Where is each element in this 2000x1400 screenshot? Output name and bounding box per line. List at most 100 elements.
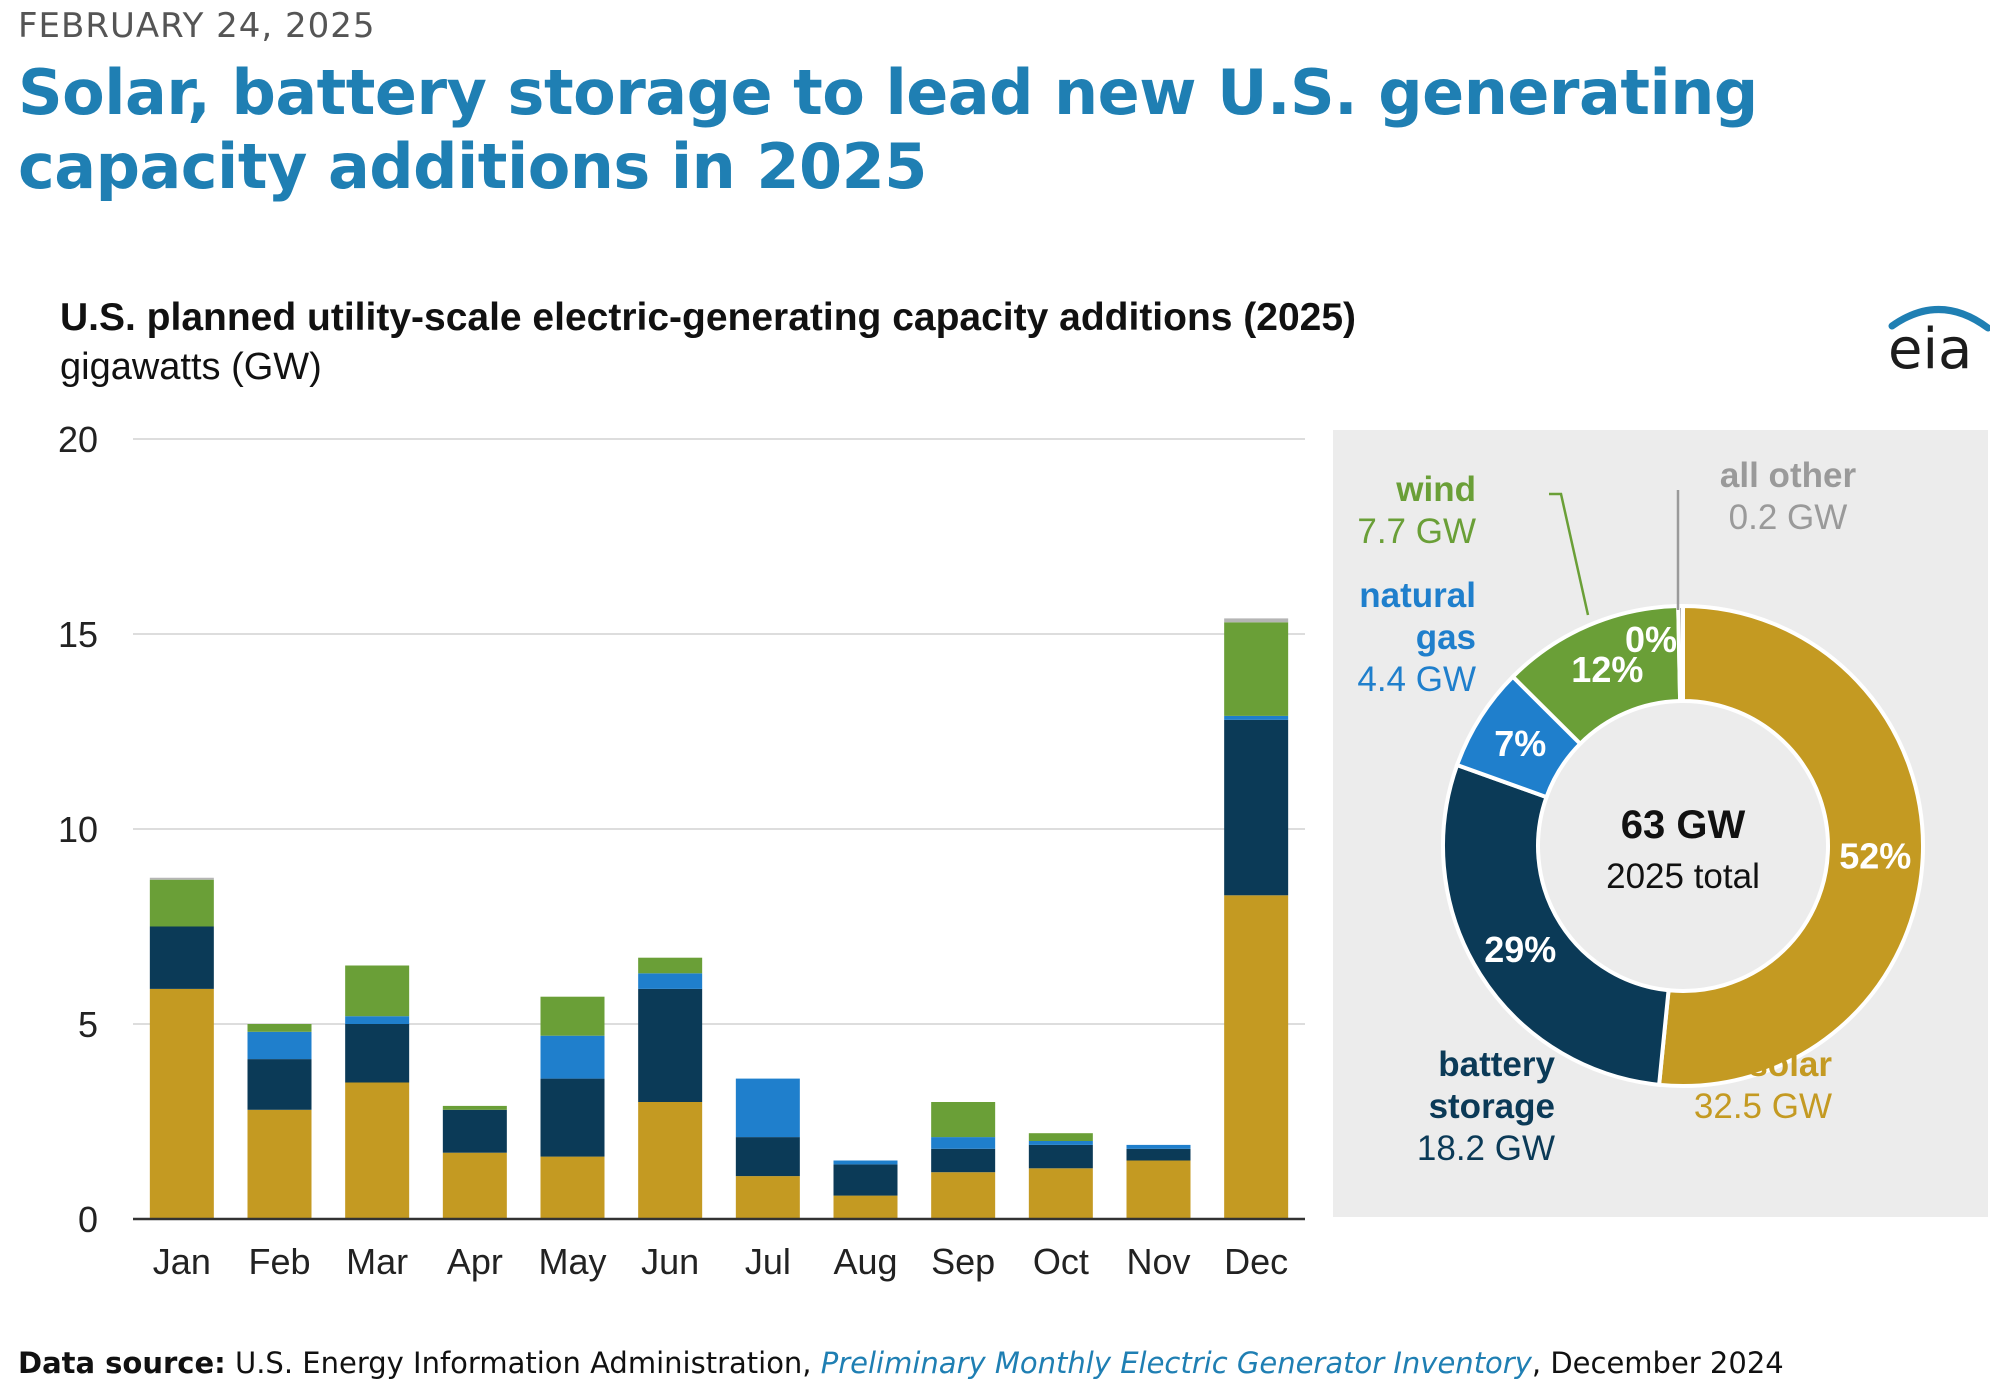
y-tick-label: 15 (58, 614, 98, 655)
bar-segment-natural-gas (931, 1137, 996, 1149)
data-source-link[interactable]: Preliminary Monthly Electric Generator I… (820, 1346, 1532, 1380)
slice-name-line: battery (1438, 1045, 1555, 1084)
stacked-bar-chart: 0 5 10 15 20 Jan Feb Mar Apr May Jun Jul Aug Sep Oct No… (58, 419, 1305, 1282)
bar-segment-wind (638, 957, 703, 974)
bar-segment-wind (1224, 622, 1289, 716)
bar-segment-wind (1028, 1133, 1093, 1141)
bar-segment-wind (442, 1105, 507, 1110)
slice-name-line: gas (1416, 618, 1476, 657)
donut-outer-label-wind: wind 7.7 GW (1357, 470, 1476, 551)
bar-segment-solar (1224, 895, 1289, 1219)
bar-segment-solar (638, 1102, 703, 1219)
donut-outer-label-solar: solar 32.5 GW (1694, 1045, 1832, 1126)
slice-value: 0.2 GW (1729, 498, 1848, 537)
y-tick-label: 5 (78, 1004, 98, 1045)
slice-name-line: all other (1720, 456, 1857, 495)
x-tick-label: Dec (1224, 1241, 1288, 1282)
y-tick-label: 20 (58, 419, 98, 460)
bar-segment-natural-gas (735, 1078, 800, 1138)
x-tick-label: Jun (641, 1241, 699, 1282)
donut-percent-label: 29% (1484, 929, 1556, 970)
y-tick-label: 0 (78, 1199, 98, 1240)
bar-segment-solar (540, 1156, 605, 1219)
bar-segment-natural-gas (1224, 715, 1289, 720)
bar-segment-solar (149, 988, 214, 1219)
donut-center-value: 63 GW (1621, 803, 1746, 847)
donut-outer-label-all-other: all other 0.2 GW (1720, 456, 1857, 537)
bar-segment-natural-gas (638, 973, 703, 989)
y-axis-unit: gigawatts (GW) (60, 346, 322, 388)
bar-segment-all-other (149, 877, 214, 880)
x-tick-label: May (538, 1241, 606, 1282)
bar-segment-battery-storage (1224, 719, 1289, 896)
bar-segment-solar (1126, 1160, 1191, 1219)
donut-panel: 52% 29% 7% 12% 0% 63 GW 2025 total solar 32.5 GW… (1333, 430, 1988, 1217)
bar-segment-battery-storage (345, 1024, 410, 1083)
page-headline: Solar, battery storage to lead new U.S. … (18, 56, 1758, 203)
bar-segment-wind (931, 1102, 996, 1138)
bar-segment-solar (442, 1152, 507, 1219)
donut-slice-battery-storage (1441, 762, 1671, 1087)
bar-segment-battery-storage (442, 1109, 507, 1153)
bar-segment-natural-gas (1028, 1141, 1093, 1145)
donut-outer-label-natural-gas: natural gas 4.4 GW (1357, 576, 1476, 699)
donut-slice-solar (1656, 603, 1925, 1088)
donut-percent-label: 52% (1839, 836, 1911, 877)
slice-name-line: solar (1748, 1045, 1832, 1084)
bar-segment-solar (735, 1176, 800, 1219)
x-tick-label: Nov (1126, 1241, 1190, 1282)
x-tick-label: Jul (745, 1241, 791, 1282)
data-source-label: Data source: (18, 1346, 226, 1380)
bar-segment-natural-gas (1126, 1144, 1191, 1149)
leader-line-wind (1549, 492, 1590, 616)
bar-segment-battery-storage (1028, 1144, 1093, 1169)
data-source-text: U.S. Energy Information Administration, (234, 1346, 812, 1380)
bar-segment-wind (247, 1024, 312, 1032)
x-tick-label: Feb (248, 1241, 310, 1282)
bar-segment-natural-gas (833, 1160, 898, 1165)
bar-segment-battery-storage (833, 1164, 898, 1196)
bar-segment-natural-gas (247, 1031, 312, 1060)
bar-segment-solar (833, 1195, 898, 1219)
bar-segment-wind (345, 965, 410, 1017)
slice-name-line: natural (1359, 576, 1476, 615)
eia-logo: eia (1888, 306, 1990, 378)
slice-value: 32.5 GW (1694, 1087, 1832, 1126)
slice-value: 18.2 GW (1417, 1129, 1555, 1168)
x-tick-label: Jan (153, 1241, 211, 1282)
bar-segment-solar (345, 1082, 410, 1219)
donut-slice-all-other (1676, 603, 1685, 704)
bar-segment-wind (149, 879, 214, 927)
bar-segment-battery-storage (540, 1078, 605, 1157)
bar-segment-battery-storage (149, 926, 214, 989)
bar-segment-solar (1028, 1168, 1093, 1219)
eia-logo-text: eia (1888, 317, 1972, 378)
bar-segment-battery-storage (931, 1148, 996, 1173)
bar-segment-battery-storage (1126, 1148, 1191, 1161)
x-tick-label: Sep (931, 1241, 995, 1282)
data-source: Data source: U.S. Energy Information Adm… (18, 1346, 1784, 1380)
donut-chart: 52% 29% 7% 12%0% 63 GW 2025 total solar 32.5 GW… (1357, 456, 1925, 1168)
bar-segment-all-other (1224, 618, 1289, 623)
donut-percent-label: 7% (1494, 723, 1546, 764)
x-tick-label: Mar (346, 1241, 408, 1282)
y-tick-label: 10 (58, 809, 98, 850)
bar-segment-battery-storage (247, 1059, 312, 1110)
slice-name-line: wind (1395, 470, 1476, 509)
bar-segment-natural-gas (345, 1016, 410, 1024)
bar-segment-natural-gas (540, 1035, 605, 1079)
donut-percent-label: 0% (1625, 619, 1677, 660)
slice-name-line: storage (1429, 1087, 1555, 1126)
donut-center-label: 2025 total (1606, 857, 1760, 896)
bar-segment-battery-storage (735, 1137, 800, 1177)
bar-segment-wind (540, 996, 605, 1036)
donut-percent-label: 12% (1571, 649, 1643, 690)
bar-segment-battery-storage (638, 988, 703, 1102)
x-tick-label: Apr (447, 1241, 503, 1282)
slice-value: 7.7 GW (1357, 512, 1476, 551)
chart-title: U.S. planned utility-scale electric-gene… (60, 296, 1357, 339)
data-source-suffix: , December 2024 (1531, 1346, 1784, 1380)
x-tick-label: Oct (1033, 1241, 1089, 1282)
x-tick-label: Aug (833, 1241, 897, 1282)
bar-segment-solar (247, 1109, 312, 1219)
